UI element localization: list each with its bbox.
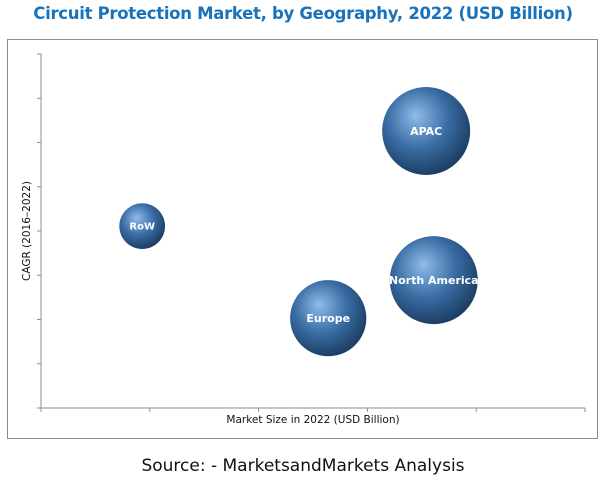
bubble-europe: Europe bbox=[290, 280, 367, 357]
bubble-mark bbox=[290, 280, 367, 357]
bubble-label: Europe bbox=[306, 312, 350, 325]
chart-title: Circuit Protection Market, by Geography,… bbox=[33, 4, 573, 23]
bubble-label: APAC bbox=[410, 125, 442, 138]
x-axis-label: Market Size in 2022 (USD Billion) bbox=[226, 414, 399, 426]
chart-frame bbox=[7, 39, 598, 439]
y-axis-label: CAGR (2016–2022) bbox=[21, 181, 33, 281]
bubble-mark bbox=[119, 203, 166, 249]
bubble-row: RoW bbox=[119, 203, 166, 249]
bubble-label: RoW bbox=[129, 222, 155, 233]
bubble-north-america: North America bbox=[389, 236, 479, 325]
bubble-apac: APAC bbox=[382, 86, 471, 175]
bubble-mark bbox=[382, 86, 471, 175]
axes bbox=[37, 53, 586, 412]
bubble-mark bbox=[389, 236, 478, 325]
source-note: Source: - MarketsandMarkets Analysis bbox=[141, 456, 465, 476]
bubble-label: North America bbox=[389, 274, 479, 287]
bubbles: RoW Europe APAC North America bbox=[119, 86, 479, 357]
